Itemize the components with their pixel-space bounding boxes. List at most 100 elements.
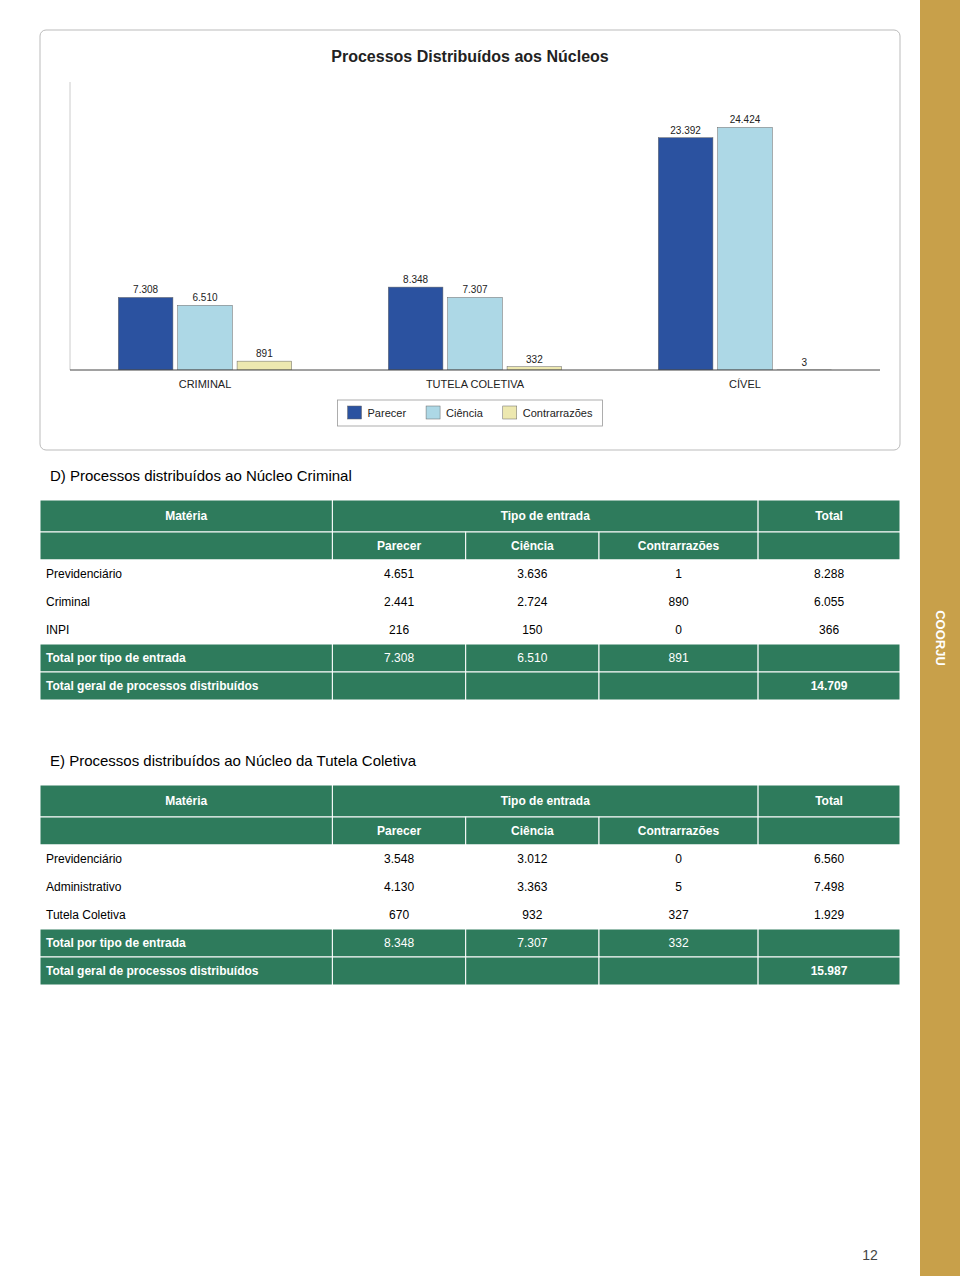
table-text: 670 [389, 908, 409, 922]
table-text: 891 [669, 651, 689, 665]
x-tick-label: CÍVEL [729, 378, 761, 390]
table-cell [599, 588, 758, 616]
table-cell [758, 873, 900, 901]
table-text: Contrarrazões [638, 824, 720, 838]
table-text: 0 [675, 623, 682, 637]
table-text: 14.709 [811, 679, 848, 693]
table-text: 327 [669, 908, 689, 922]
legend-swatch [348, 406, 362, 419]
table-cell [332, 817, 465, 845]
table-text: Ciência [511, 824, 554, 838]
table-text: Matéria [165, 509, 207, 523]
table-cell [332, 672, 465, 700]
table-cell [40, 957, 332, 985]
table-text: Parecer [377, 824, 421, 838]
table-cell [466, 588, 599, 616]
table-cell [332, 845, 465, 873]
table-cell [332, 644, 465, 672]
table-text: Total geral de processos distribuídos [46, 964, 259, 978]
table-cell [758, 500, 900, 532]
x-tick-label: CRIMINAL [179, 378, 232, 390]
table-text: 3.363 [517, 880, 547, 894]
legend-box [338, 400, 603, 426]
table-cell [758, 560, 900, 588]
x-axis-line [70, 370, 880, 371]
table-text: 6.055 [814, 595, 844, 609]
legend-label: Ciência [446, 407, 484, 419]
table-cell [599, 929, 758, 957]
table-cell [466, 845, 599, 873]
table-cell [40, 588, 332, 616]
table-text: Ciência [511, 539, 554, 553]
table-text: 2.441 [384, 595, 414, 609]
table-cell [758, 845, 900, 873]
table-cell [599, 817, 758, 845]
table-text: 6.560 [814, 852, 844, 866]
table-cell [332, 560, 465, 588]
page-canvas: COORJU12Processos Distribuídos aos Núcle… [0, 0, 960, 1276]
table-cell [332, 532, 465, 560]
legend-label: Contrarrazões [523, 407, 593, 419]
table-cell [466, 644, 599, 672]
table-cell [758, 957, 900, 985]
table-text: Tipo de entrada [501, 509, 590, 523]
table-cell [466, 901, 599, 929]
table-text: Criminal [46, 595, 90, 609]
table-text: 7.498 [814, 880, 844, 894]
table-cell [40, 901, 332, 929]
table-text: Matéria [165, 794, 207, 808]
table-cell [758, 672, 900, 700]
table-text: 1 [675, 567, 682, 581]
table-text: 3.548 [384, 852, 414, 866]
table-cell [40, 817, 332, 845]
table-text: 15.987 [811, 964, 848, 978]
table-text: Total [815, 794, 843, 808]
table-cell [466, 532, 599, 560]
table-cell [466, 957, 599, 985]
table-text: 1.929 [814, 908, 844, 922]
table-cell [758, 929, 900, 957]
table-text: INPI [46, 623, 69, 637]
table-text: Total [815, 509, 843, 523]
data-label: 7.308 [133, 284, 158, 295]
table-cell [466, 929, 599, 957]
table-text: 6.510 [517, 651, 547, 665]
table-text: 7.307 [517, 936, 547, 950]
table-text: 366 [819, 623, 839, 637]
table-text: Contrarrazões [638, 539, 720, 553]
sidebar [920, 0, 960, 1276]
table-text: 8.348 [384, 936, 414, 950]
page-number: 12 [862, 1247, 878, 1263]
chart-title: Processos Distribuídos aos Núcleos [331, 48, 609, 65]
data-label: 891 [256, 348, 273, 359]
data-label: 23.392 [670, 125, 701, 136]
table-cell [40, 644, 332, 672]
table-cell [758, 616, 900, 644]
table-cell [466, 672, 599, 700]
table-cell [332, 588, 465, 616]
table-cell [40, 616, 332, 644]
table-cell [599, 644, 758, 672]
x-tick-label: TUTELA COLETIVA [426, 378, 525, 390]
bar [658, 138, 713, 370]
table-text: Administrativo [46, 880, 122, 894]
table-text: Tipo de entrada [501, 794, 590, 808]
table-cell [40, 560, 332, 588]
table-text: 0 [675, 852, 682, 866]
table: E) Processos distribuídos ao Núcleo da T… [40, 752, 900, 986]
table-cell [758, 785, 900, 817]
table-text: Tutela Coletiva [46, 908, 126, 922]
table-cell [332, 785, 758, 817]
chart-box [40, 30, 900, 450]
table-cell [332, 957, 465, 985]
bar [718, 127, 773, 370]
data-label: 8.348 [403, 274, 428, 285]
data-label: 3 [802, 357, 808, 368]
data-label: 7.307 [462, 284, 487, 295]
y-axis-line [70, 82, 71, 370]
table-text: 332 [669, 936, 689, 950]
data-label: 332 [526, 354, 543, 365]
table-text: 216 [389, 623, 409, 637]
bars [118, 127, 831, 370]
table-cell [466, 616, 599, 644]
